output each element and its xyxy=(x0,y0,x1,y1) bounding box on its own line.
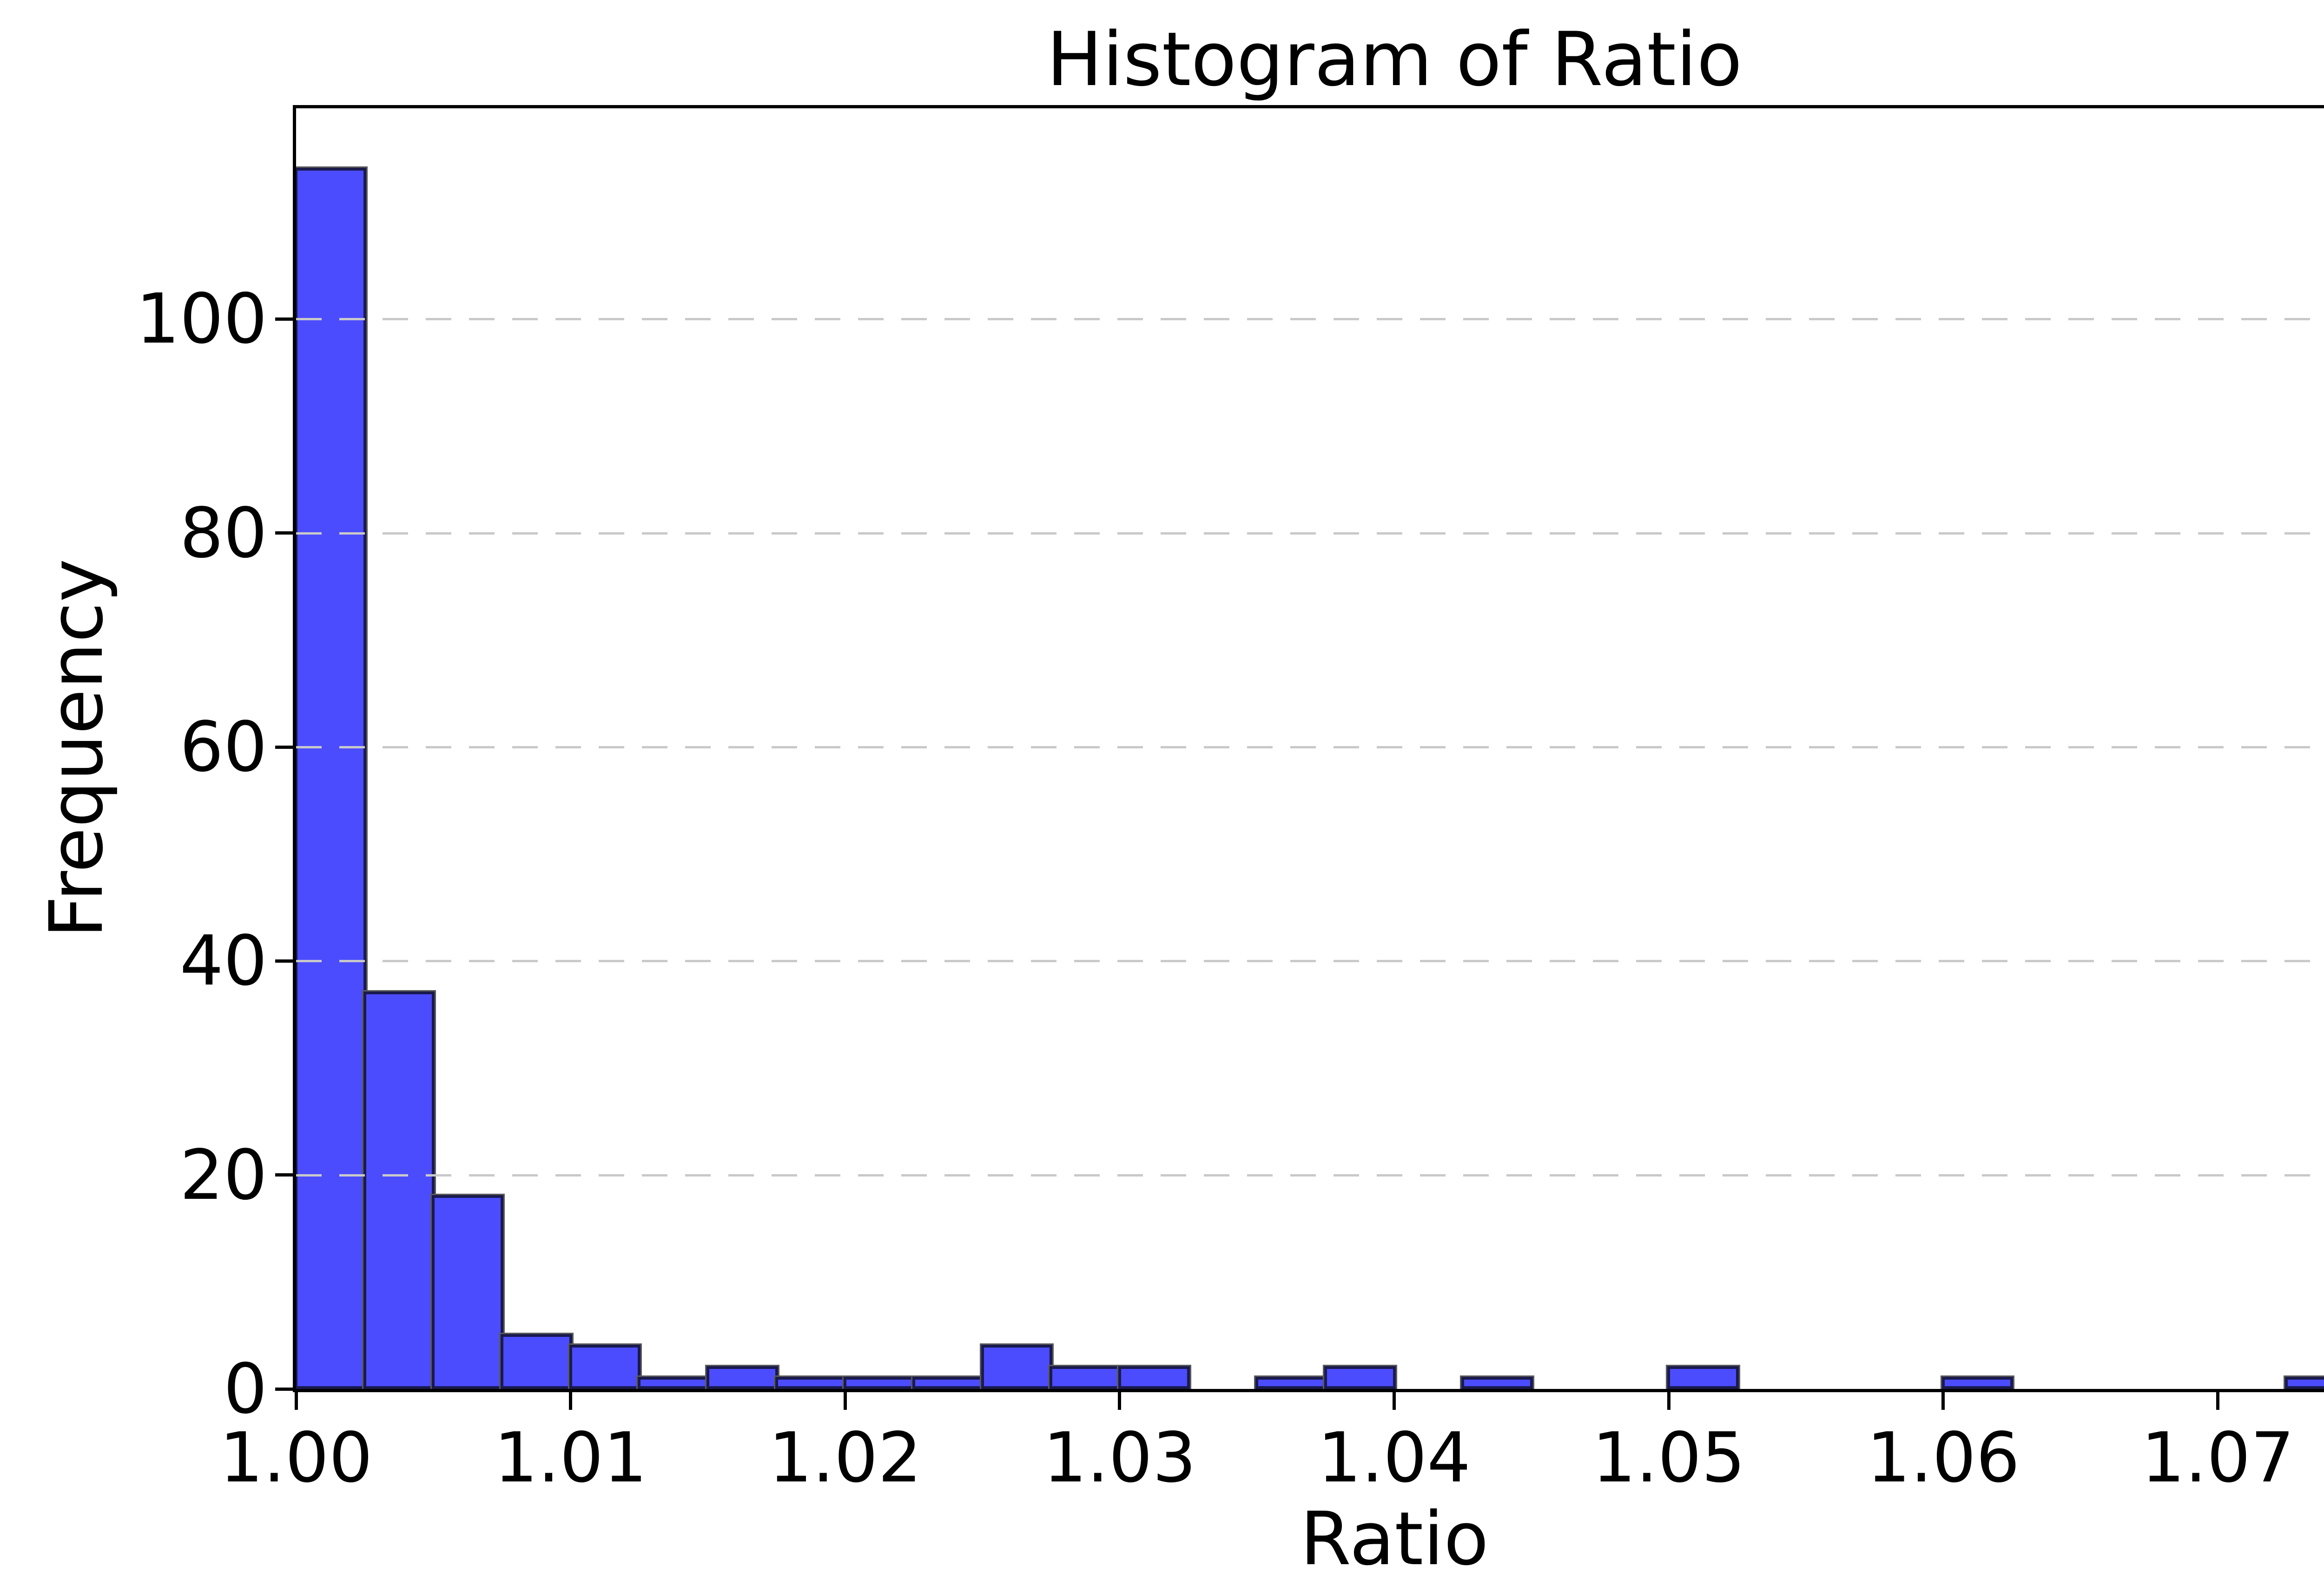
histogram-bar xyxy=(1255,1376,1327,1389)
x-tick xyxy=(2216,1392,2219,1410)
histogram-bar xyxy=(296,168,366,1389)
x-tick xyxy=(1941,1392,1945,1410)
histogram-bar xyxy=(706,1366,778,1389)
x-tick xyxy=(843,1392,847,1410)
y-gridline xyxy=(296,960,2324,963)
x-tick xyxy=(569,1392,573,1410)
y-gridline xyxy=(296,746,2324,749)
y-tick-label: 40 xyxy=(179,921,267,1001)
histogram-bar xyxy=(1461,1376,1533,1389)
histogram-bar xyxy=(1118,1366,1190,1389)
chart-title: Histogram of Ratio xyxy=(1046,16,1743,103)
y-gridline xyxy=(296,318,2324,321)
y-tick xyxy=(275,959,293,963)
x-tick-label: 1.04 xyxy=(1317,1418,1471,1498)
histogram-bar xyxy=(1324,1366,1396,1389)
y-tick xyxy=(275,531,293,535)
x-tick xyxy=(1118,1392,1122,1410)
y-tick-label: 60 xyxy=(179,707,267,787)
x-axis-label: Ratio xyxy=(1300,1496,1489,1582)
histogram-bar xyxy=(638,1376,709,1389)
histogram-bar xyxy=(981,1344,1053,1389)
histogram-bar xyxy=(363,991,435,1389)
x-tick-label: 1.07 xyxy=(2141,1418,2295,1498)
x-tick-label: 1.00 xyxy=(219,1418,373,1498)
histogram-bar xyxy=(1050,1366,1121,1389)
y-gridline xyxy=(296,532,2324,535)
histogram-bar xyxy=(844,1376,915,1389)
x-tick xyxy=(1667,1392,1670,1410)
y-tick-label: 0 xyxy=(223,1349,267,1429)
y-tick-label: 80 xyxy=(179,493,267,573)
x-tick-label: 1.02 xyxy=(768,1418,922,1498)
y-tick xyxy=(275,745,293,749)
y-tick xyxy=(275,1387,293,1391)
histogram-bar xyxy=(500,1334,572,1389)
histogram-bar xyxy=(775,1376,847,1389)
plot-area xyxy=(293,105,2324,1392)
y-tick xyxy=(275,317,293,321)
x-tick-label: 1.03 xyxy=(1043,1418,1196,1498)
y-gridline xyxy=(296,1174,2324,1177)
x-tick-label: 1.05 xyxy=(1592,1418,1745,1498)
histogram-bar xyxy=(912,1376,984,1389)
histogram-bar xyxy=(432,1195,503,1389)
histogram-bar xyxy=(569,1344,641,1389)
x-tick-label: 1.06 xyxy=(1866,1418,2020,1498)
y-tick xyxy=(275,1173,293,1177)
histogram-bar xyxy=(1941,1376,2014,1389)
x-tick xyxy=(1393,1392,1396,1410)
x-tick-label: 1.01 xyxy=(494,1418,647,1498)
x-tick xyxy=(294,1392,298,1410)
y-tick-label: 100 xyxy=(136,279,268,359)
histogram-bar xyxy=(1667,1366,1739,1389)
y-tick-label: 20 xyxy=(179,1135,267,1215)
histogram-bar xyxy=(2285,1376,2324,1389)
